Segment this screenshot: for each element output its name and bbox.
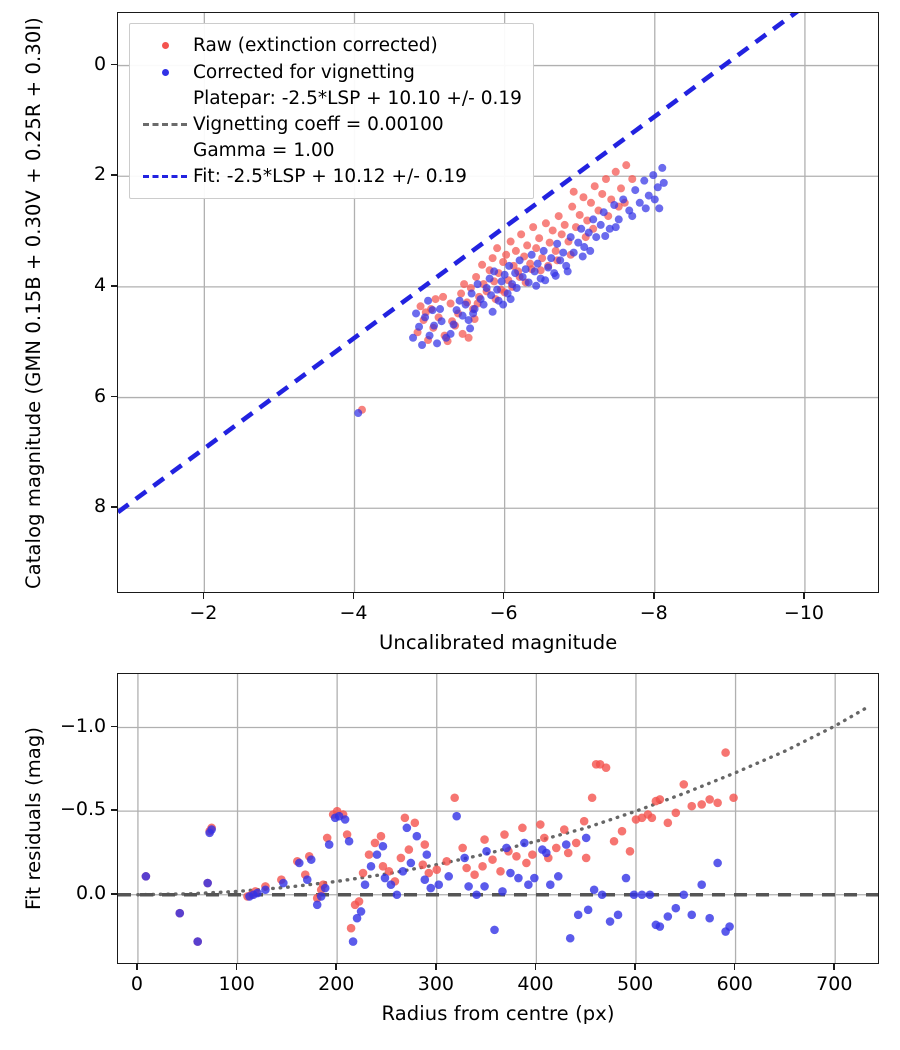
tick-mark [434, 964, 437, 970]
legend-item-label: Gamma = 1.00 [193, 140, 335, 161]
axis-tick-label: 100 [218, 973, 255, 995]
blue-dot-icon [161, 69, 169, 76]
axis-tick-label: 200 [318, 973, 355, 995]
tick-mark [111, 892, 117, 895]
legend-marker-empty [140, 86, 190, 111]
tick-mark [634, 964, 636, 970]
legend-item: Gamma = 1.00 [140, 138, 522, 163]
legend: Raw (extinction corrected) Corrected for … [129, 23, 534, 199]
legend-item-label: Raw (extinction corrected) [193, 35, 438, 56]
bottom-panel-canvas [118, 674, 878, 963]
legend-item: Fit: -2.5*LSP + 10.12 +/- 0.19 [140, 163, 522, 190]
tick-mark [111, 809, 117, 811]
gray-dashed-line-icon [143, 123, 187, 126]
axis-tick-label: 400 [517, 973, 554, 995]
axis-tick-label: 0.0 [76, 881, 107, 904]
axis-tick-label: 0 [130, 973, 143, 995]
axis-tick-label: −1.0 [60, 714, 107, 737]
legend-marker-red-dot-icon [140, 32, 190, 59]
tick-mark [136, 964, 138, 970]
axis-tick-label: −6 [489, 602, 518, 624]
tick-mark [235, 964, 238, 970]
legend-marker-empty [140, 138, 190, 163]
legend-item-label: Corrected for vignetting [193, 62, 415, 83]
top-panel-y-axis-label: Catalog magnitude (GMN 0.15B + 0.30V + 0… [22, 16, 45, 589]
tick-mark [111, 285, 117, 287]
top-panel-canvas [118, 13, 878, 592]
legend-item-label: Platepar: -2.5*LSP + 10.10 +/- 0.19 [193, 88, 522, 109]
axis-tick-label: −10 [783, 602, 825, 624]
axis-tick-label: 6 [94, 384, 107, 407]
red-dot-icon [161, 42, 169, 49]
tick-mark [202, 593, 205, 599]
tick-mark [111, 174, 117, 177]
axis-tick-label: 300 [417, 973, 454, 995]
tick-mark [652, 593, 655, 599]
axis-tick-label: 600 [716, 973, 753, 995]
legend-item: Platepar: -2.5*LSP + 10.10 +/- 0.19 [140, 86, 522, 111]
legend-item: Raw (extinction corrected) [140, 32, 522, 59]
tick-mark [111, 506, 117, 509]
bottom-panel-y-axis-label: Fit residuals (mag) [22, 726, 45, 910]
axis-tick-label: 2 [94, 163, 107, 186]
tick-mark [111, 725, 117, 728]
tick-mark [335, 964, 337, 970]
tick-mark [111, 63, 117, 66]
axis-tick-label: 8 [94, 495, 107, 518]
legend-marker-gray-dashed-line-icon [140, 111, 190, 138]
legend-item: Corrected for vignetting [140, 59, 522, 86]
legend-marker-blue-dot-icon [140, 59, 190, 86]
axis-tick-label: 700 [816, 973, 853, 995]
legend-item-label: Fit: -2.5*LSP + 10.12 +/- 0.19 [193, 166, 467, 187]
axis-tick-label: 500 [616, 973, 654, 995]
top-panel-x-axis-label: Uncalibrated magnitude [379, 631, 618, 654]
tick-mark [833, 964, 835, 970]
blue-dashed-line-icon [143, 175, 187, 178]
fit-residuals-panel [117, 673, 879, 964]
axis-tick-label: −2 [189, 602, 218, 624]
axis-tick-label: 4 [94, 273, 107, 296]
axis-tick-label: −8 [639, 602, 668, 624]
axis-tick-label: 0 [94, 52, 107, 75]
legend-item: Vignetting coeff = 0.00100 [140, 111, 522, 138]
axis-tick-label: −0.5 [60, 798, 107, 821]
tick-mark [352, 593, 355, 599]
tick-mark [534, 964, 537, 970]
axis-tick-label: −4 [339, 602, 368, 624]
tick-mark [502, 593, 505, 599]
tick-mark [111, 395, 117, 398]
tick-mark [733, 964, 736, 970]
legend-item-label: Vignetting coeff = 0.00100 [193, 114, 444, 135]
tick-mark [803, 593, 805, 599]
legend-marker-blue-dashed-line-icon [140, 163, 190, 190]
bottom-panel-x-axis-label: Radius from centre (px) [381, 1002, 615, 1025]
